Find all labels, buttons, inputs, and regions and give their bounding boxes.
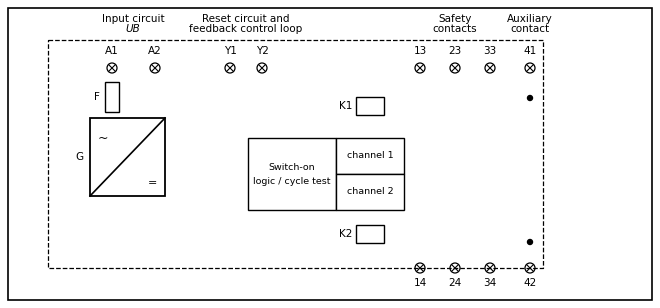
Text: logic / cycle test: logic / cycle test [253,176,331,185]
Text: 41: 41 [523,46,537,56]
Text: feedback control loop: feedback control loop [189,24,303,34]
Text: 24: 24 [448,278,461,288]
Text: channel 1: channel 1 [346,152,393,160]
Text: ~: ~ [98,132,108,145]
Text: 42: 42 [523,278,537,288]
Text: Reset circuit and: Reset circuit and [202,14,290,24]
Text: K2: K2 [339,229,352,239]
Text: 34: 34 [483,278,496,288]
Circle shape [527,95,533,100]
Text: UB: UB [125,24,141,34]
Bar [48,40,543,268]
Text: Switch-on: Switch-on [269,164,315,172]
Text: Safety: Safety [438,14,472,24]
Circle shape [527,240,533,245]
Text: =: = [148,178,157,188]
Text: 23: 23 [448,46,461,56]
Bar [356,97,384,115]
Text: F: F [94,92,100,102]
Bar [105,82,119,112]
Text: 13: 13 [413,46,426,56]
Text: K1: K1 [339,101,352,111]
Bar [336,174,404,210]
Text: Input circuit: Input circuit [102,14,164,24]
Text: A1: A1 [105,46,119,56]
Text: Y1: Y1 [224,46,236,56]
Text: Y2: Y2 [255,46,269,56]
Text: contacts: contacts [433,24,477,34]
Text: 14: 14 [413,278,426,288]
Text: Auxiliary: Auxiliary [507,14,553,24]
Text: channel 2: channel 2 [346,188,393,197]
Bar [402,40,560,280]
Text: A2: A2 [148,46,162,56]
Text: contact: contact [510,24,550,34]
Bar [336,138,404,174]
Bar [248,138,336,210]
Text: G: G [76,152,84,162]
Text: 33: 33 [483,46,496,56]
Bar [90,118,165,196]
Bar [356,225,384,243]
